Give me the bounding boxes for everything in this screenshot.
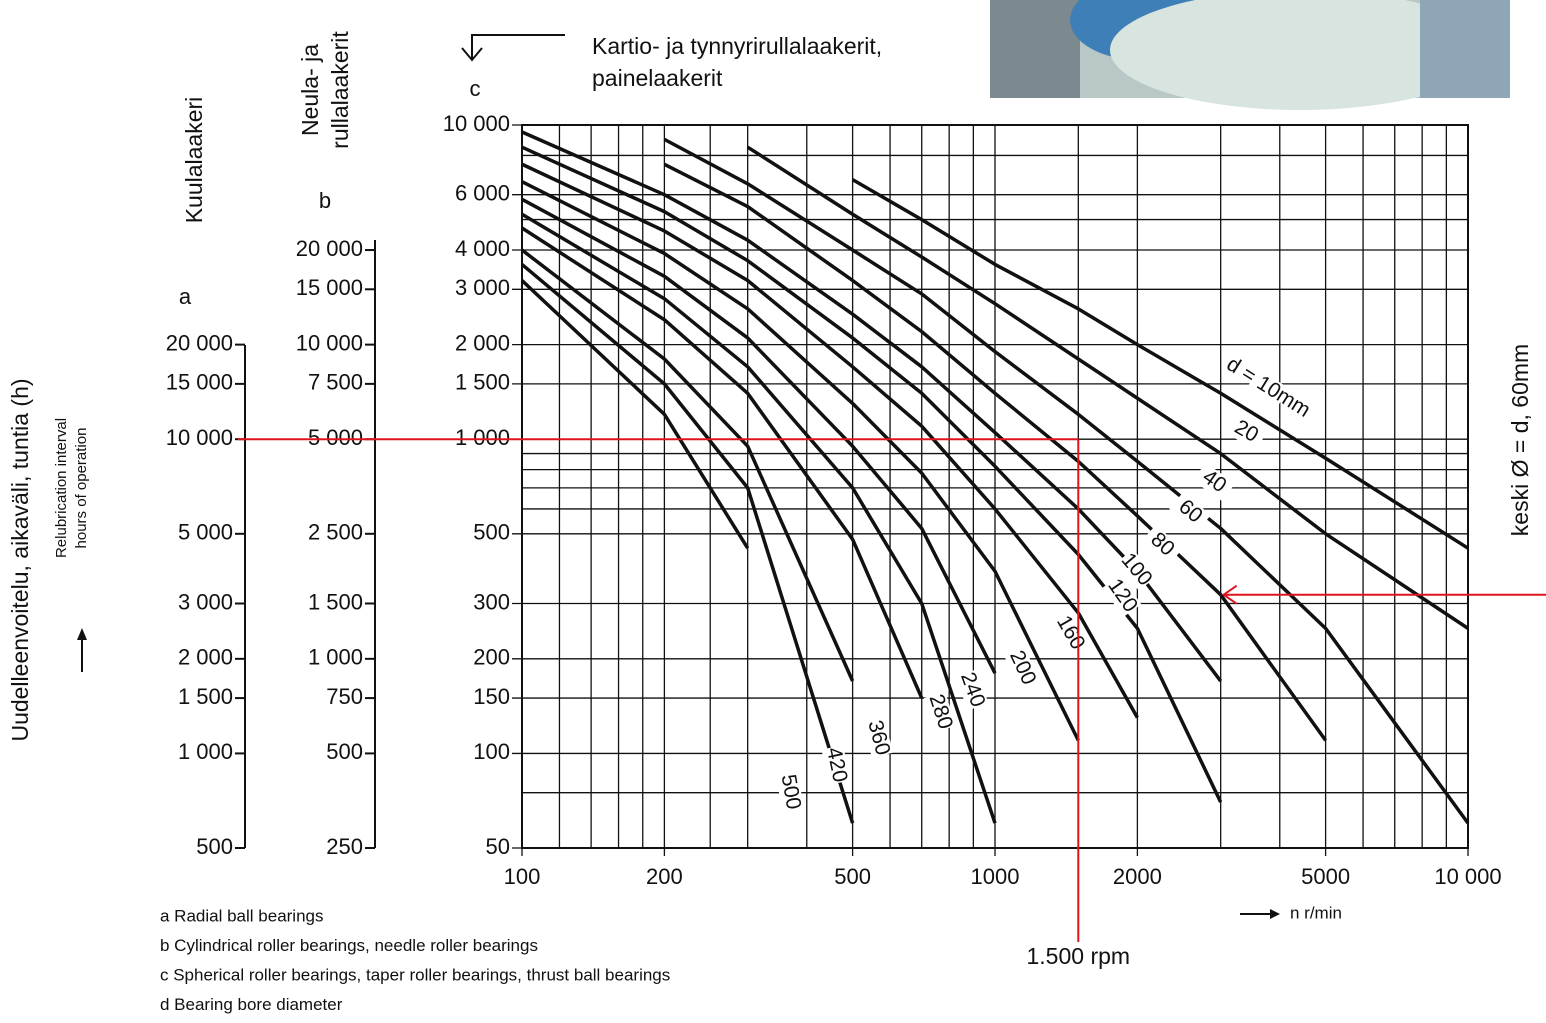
x-tick-label: 1000 xyxy=(971,864,1020,889)
x-tick-label: 500 xyxy=(834,864,871,889)
axis-letter: a xyxy=(179,284,192,309)
y-arrowhead xyxy=(77,628,87,640)
y-tick-label: 7 500 xyxy=(308,370,363,395)
y-tick-label: 20 000 xyxy=(166,330,233,355)
y-subtitle: hours of operation xyxy=(73,428,90,549)
pointer-label: keski Ø = d, 60mm xyxy=(1507,344,1533,536)
y-tick-label: 4 000 xyxy=(455,236,510,261)
y-tick-label: 3 000 xyxy=(178,589,233,614)
y-tick-label: 1 000 xyxy=(178,739,233,764)
curve-label: 160 xyxy=(1052,612,1089,654)
y-tick-label: 250 xyxy=(326,834,363,859)
x-tick-label: 200 xyxy=(646,864,683,889)
curve xyxy=(522,228,922,698)
y-tick-label: 20 000 xyxy=(296,236,363,261)
footnote: c Spherical roller bearings, taper rolle… xyxy=(160,965,670,984)
axis-letter: b xyxy=(319,188,331,213)
curve-label: 240 xyxy=(956,669,990,710)
y-tick-label: 500 xyxy=(473,520,510,545)
curve xyxy=(522,280,748,548)
y-tick-label: 2 500 xyxy=(308,520,363,545)
y-tick-label: 500 xyxy=(326,739,363,764)
footnote: b Cylindrical roller bearings, needle ro… xyxy=(160,936,538,955)
y-tick-label: 10 000 xyxy=(443,111,510,136)
reference-label: 1.500 rpm xyxy=(1027,943,1131,969)
photo xyxy=(990,0,1510,110)
y-tick-label: 2 000 xyxy=(455,330,510,355)
x-tick-label: 100 xyxy=(504,864,541,889)
x-tick-label: 2000 xyxy=(1113,864,1162,889)
curve xyxy=(853,180,1468,549)
y-tick-label: 100 xyxy=(473,739,510,764)
y-tick-label: 500 xyxy=(196,834,233,859)
y-tick-label: 750 xyxy=(326,684,363,709)
chart: Uudelleenvoitelu, aikaväli, tuntia (h) R… xyxy=(0,0,1546,1023)
footnote: a Radial ball bearings xyxy=(160,906,324,925)
axis-title: Neula- ja xyxy=(297,44,323,136)
axis-title: rullalaakerit xyxy=(327,31,353,149)
y-tick-label: 6 000 xyxy=(455,181,510,206)
y-tick-label: 200 xyxy=(473,645,510,670)
curve xyxy=(522,250,853,681)
curve xyxy=(522,264,853,823)
y-tick-label: 3 000 xyxy=(455,275,510,300)
y-tick-label: 1 500 xyxy=(178,684,233,709)
x-label: n r/min xyxy=(1290,903,1342,922)
curve-label: 500 xyxy=(777,773,806,812)
y-tick-label: 10 000 xyxy=(296,330,363,355)
footnote: d Bearing bore diameter xyxy=(160,995,343,1014)
y-tick-label: 1 500 xyxy=(455,370,510,395)
y-tick-label: 2 000 xyxy=(178,645,233,670)
y-tick-label: 1 500 xyxy=(308,589,363,614)
curve-label: 420 xyxy=(822,745,852,784)
y-tick-label: 10 000 xyxy=(166,425,233,450)
y-tick-label: 5 000 xyxy=(178,520,233,545)
y-tick-label: 5 000 xyxy=(308,425,363,450)
y-subtitle: Relubrication interval xyxy=(53,418,70,558)
axis-title: Kartio- ja tynnyrirullalaakerit, xyxy=(592,33,882,59)
curve-label: d = 10mm xyxy=(1223,353,1315,422)
curve xyxy=(664,139,1468,823)
y-tick-label: 1 000 xyxy=(308,645,363,670)
x-tick-label: 5000 xyxy=(1301,864,1350,889)
axis-letter: c xyxy=(470,76,481,101)
y-tick-label: 15 000 xyxy=(166,370,233,395)
y-tick-label: 1 000 xyxy=(455,425,510,450)
page: Uudelleenvoitelu, aikaväli, tuntia (h) R… xyxy=(0,0,1546,1023)
y-tick-label: 300 xyxy=(473,589,510,614)
axis-title: painelaakerit xyxy=(592,65,723,91)
x-label-arrowhead xyxy=(1270,909,1280,919)
x-tick-label: 10 000 xyxy=(1434,864,1501,889)
curve xyxy=(522,147,1221,802)
y-tick-label: 15 000 xyxy=(296,275,363,300)
c-title-arrow xyxy=(472,35,565,60)
y-title: Uudelleenvoitelu, aikaväli, tuntia (h) xyxy=(7,378,33,741)
y-tick-label: 150 xyxy=(473,684,510,709)
axis-title: Kuulalaakeri xyxy=(181,97,207,224)
y-tick-label: 50 xyxy=(486,834,510,859)
